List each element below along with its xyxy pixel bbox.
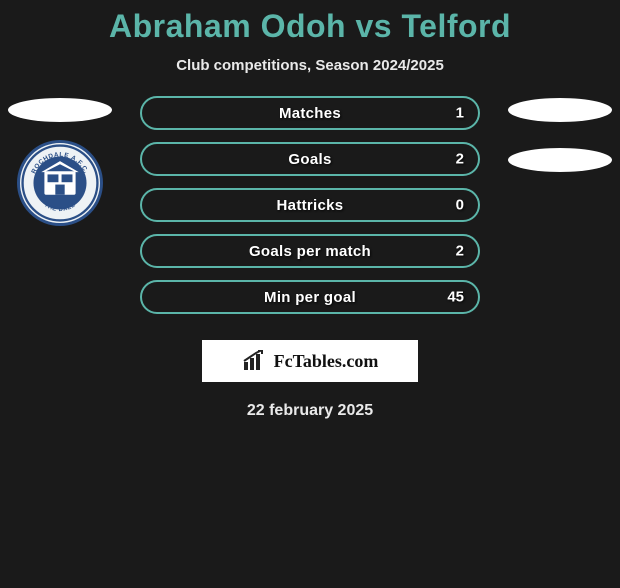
footer-date: 22 february 2025 [0,402,620,420]
stat-value: 2 [456,243,464,260]
stat-label: Goals per match [249,243,371,260]
stat-value: 1 [456,105,464,122]
player-avatar-placeholder [8,98,112,122]
subtitle: Club competitions, Season 2024/2025 [0,57,620,74]
stat-row: Min per goal 45 [140,280,480,314]
stat-value: 45 [447,289,464,306]
page-title: Abraham Odoh vs Telford [0,8,620,45]
stat-row: Goals 2 [140,142,480,176]
stats-area: ROCHDALE A.F.C. THE DALE Matches 1 [0,96,620,326]
right-player-column [500,96,620,326]
stat-value: 0 [456,197,464,214]
stat-row: Hattricks 0 [140,188,480,222]
stat-value: 2 [456,151,464,168]
player-avatar-placeholder [508,98,612,122]
club-badge-icon: ROCHDALE A.F.C. THE DALE [21,144,99,222]
stat-row: Matches 1 [140,96,480,130]
club-avatar-placeholder [508,148,612,172]
stat-label: Matches [279,105,341,122]
branding-box: FcTables.com [202,340,418,382]
bar-chart-icon [242,350,268,372]
stat-bars: Matches 1 Goals 2 Hattricks 0 Goals per … [140,96,480,314]
club-badge: ROCHDALE A.F.C. THE DALE [17,140,103,226]
stat-label: Min per goal [264,289,356,306]
stat-label: Goals [288,151,331,168]
stat-row: Goals per match 2 [140,234,480,268]
left-player-column: ROCHDALE A.F.C. THE DALE [0,96,120,326]
branding-text: FcTables.com [274,351,379,372]
stat-label: Hattricks [277,197,344,214]
